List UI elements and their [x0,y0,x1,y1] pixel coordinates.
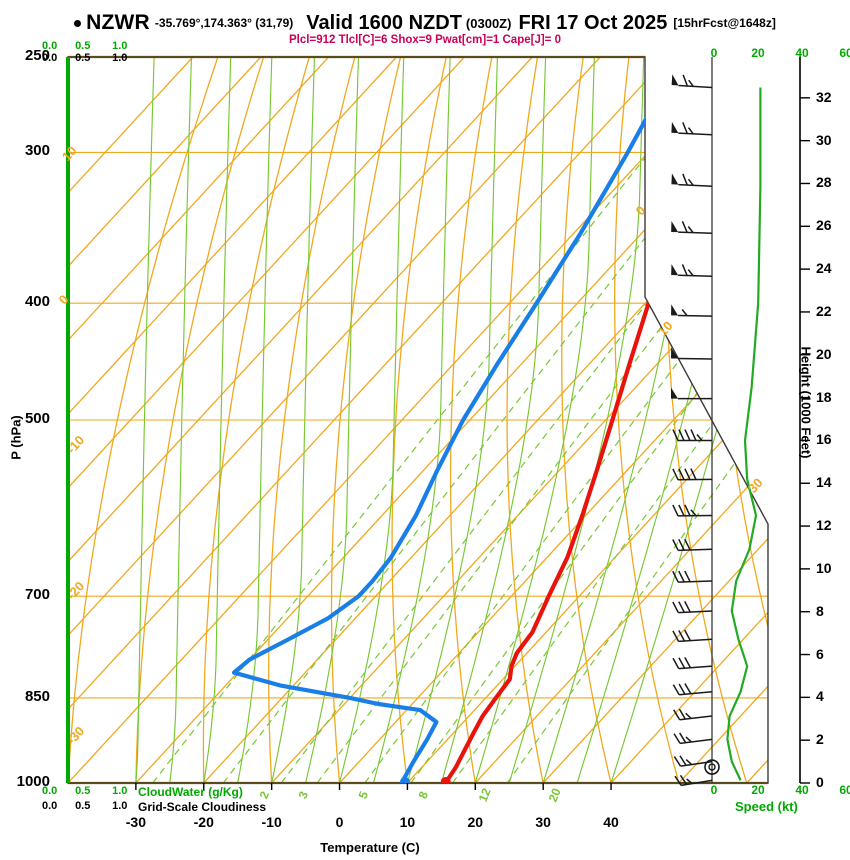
wind-barb [673,732,713,745]
height-tick-8: 8 [816,602,824,619]
forecast-hour: [15hrFcst@1648z] [673,16,776,30]
speed-tick-top-40: 40 [795,46,809,60]
valid-date: FRI 17 Oct 2025 [518,11,668,34]
speed-tick-top-20: 20 [751,46,765,60]
wind-barb [672,429,712,442]
temperature-axis-title: Temperature (C) [320,840,420,855]
temperature-tick--10: -10 [261,814,282,830]
valid-time: Valid 1600 NZDT [306,11,462,34]
height-tick-30: 30 [816,131,832,148]
height-tick-24: 24 [816,260,832,277]
wind-barb [671,264,713,278]
speed-tick-bottom-40: 40 [795,783,809,797]
sounding-indices: Plcl=912 Tlcl[C]=6 Shox=9 Pwat[cm]=1 Cap… [289,34,561,46]
wind-barb [674,774,713,787]
height-tick-18: 18 [816,388,832,405]
cloudwater-legend-label: CloudWater (g/Kg) [138,785,243,799]
wind-barb [672,629,713,643]
wind-barb [673,755,713,767]
wind-barb [672,468,713,481]
wind-barb [672,538,713,552]
station-id: NZWR [86,11,150,34]
speed-tick-top-60: 60 [839,46,850,60]
wind-barb [672,656,713,670]
axis-ticks [135,97,810,790]
wind-barb [671,304,713,317]
speed-tick-top-0: 0 [710,46,718,60]
height-tick-16: 16 [816,431,832,448]
height-tick-12: 12 [816,517,832,534]
temperature-tick--30: -30 [125,814,146,830]
temperature-tick--20: -20 [193,814,214,830]
pressure-tick-500: 500 [24,410,50,427]
height-tick-10: 10 [816,559,832,576]
pressure-tick-850: 850 [24,687,50,705]
wind-barb [671,221,713,234]
speed-tick-bottom-60: 60 [839,783,850,797]
valid-time-zulu: (0300Z) [465,15,512,31]
pressure-tick-700: 700 [24,586,50,604]
wind-barb [672,504,713,517]
wind-barb [672,570,713,583]
cloudwater-scale-top: 0.0 0.5 1.0 [42,40,128,52]
temperature-tick-0: 0 [335,814,344,830]
wind-barb [672,683,713,696]
temperature-tick-10: 10 [399,814,416,830]
wind-barb-panel [671,74,762,787]
pressure-tick-250: 250 [24,47,50,64]
wind-barb [671,387,712,400]
cloudwater-scale-bottom: 0.0 0.5 1.0 [42,785,128,797]
pressure-tick-1000: 1000 [16,773,50,790]
background-grid [68,57,768,783]
height-tick-2: 2 [816,731,824,748]
pressure-tick-300: 300 [24,142,50,160]
height-tick-0: 0 [816,774,824,790]
speed-axis-title: Speed (kt) [735,799,798,814]
pressure-gridlines [68,56,768,784]
height-tick-22: 22 [816,302,832,319]
chart-header: NZWR -35.769°,174.363° (31,79) Valid 160… [0,10,850,36]
speed-tick-bottom-20: 20 [751,783,765,797]
wind-barb [671,347,713,360]
wind-barb [673,708,713,721]
temperature-tick-30: 30 [535,814,551,830]
pressure-tick-400: 400 [24,293,50,311]
station-coordinates: -35.769°,174.363° (31,79) [154,16,294,30]
cloudiness-legend-label: Grid-Scale Cloudiness [138,800,267,814]
height-tick-4: 4 [816,688,824,705]
wind-barb [672,601,713,614]
height-tick-26: 26 [816,217,832,234]
station-dot-icon [74,19,82,27]
wind-barb [671,74,713,89]
height-tick-28: 28 [816,174,832,191]
sounding-traces [231,101,723,783]
speed-tick-bottom-0: 0 [710,783,718,797]
temperature-tick-20: 20 [467,814,484,830]
height-tick-14: 14 [816,474,832,491]
wind-barb [671,121,713,136]
height-axis-title: Height (1000 Feet) [798,346,814,459]
wind-barb [671,173,713,188]
temperature-tick-40: 40 [603,814,619,830]
cloudiness-scale-top: 0.0 0.5 1.0 [42,52,128,64]
height-tick-20: 20 [816,345,832,362]
height-tick-6: 6 [816,645,824,662]
height-tick-32: 32 [816,88,832,105]
cloudiness-scale-bottom: 0.0 0.5 1.0 [42,800,128,812]
